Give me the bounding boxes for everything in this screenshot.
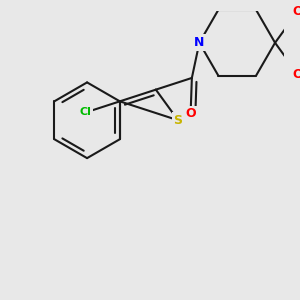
Text: N: N — [194, 36, 205, 49]
Text: O: O — [293, 4, 300, 18]
Text: S: S — [174, 114, 183, 127]
Text: O: O — [293, 68, 300, 81]
Text: N: N — [194, 36, 205, 49]
Text: O: O — [185, 107, 196, 120]
Text: Cl: Cl — [80, 107, 92, 118]
